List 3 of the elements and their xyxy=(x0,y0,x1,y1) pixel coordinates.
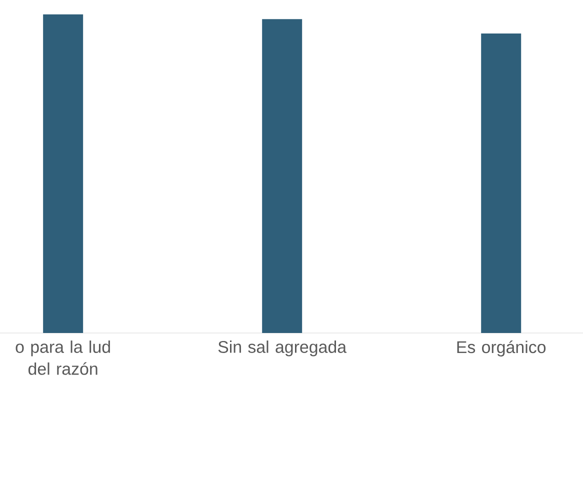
x-tick-label: Sin sal agregada xyxy=(218,340,347,356)
x-tick-label: o para la lud del razón xyxy=(16,340,110,375)
x-tick-label: Es orgánico xyxy=(457,340,546,357)
